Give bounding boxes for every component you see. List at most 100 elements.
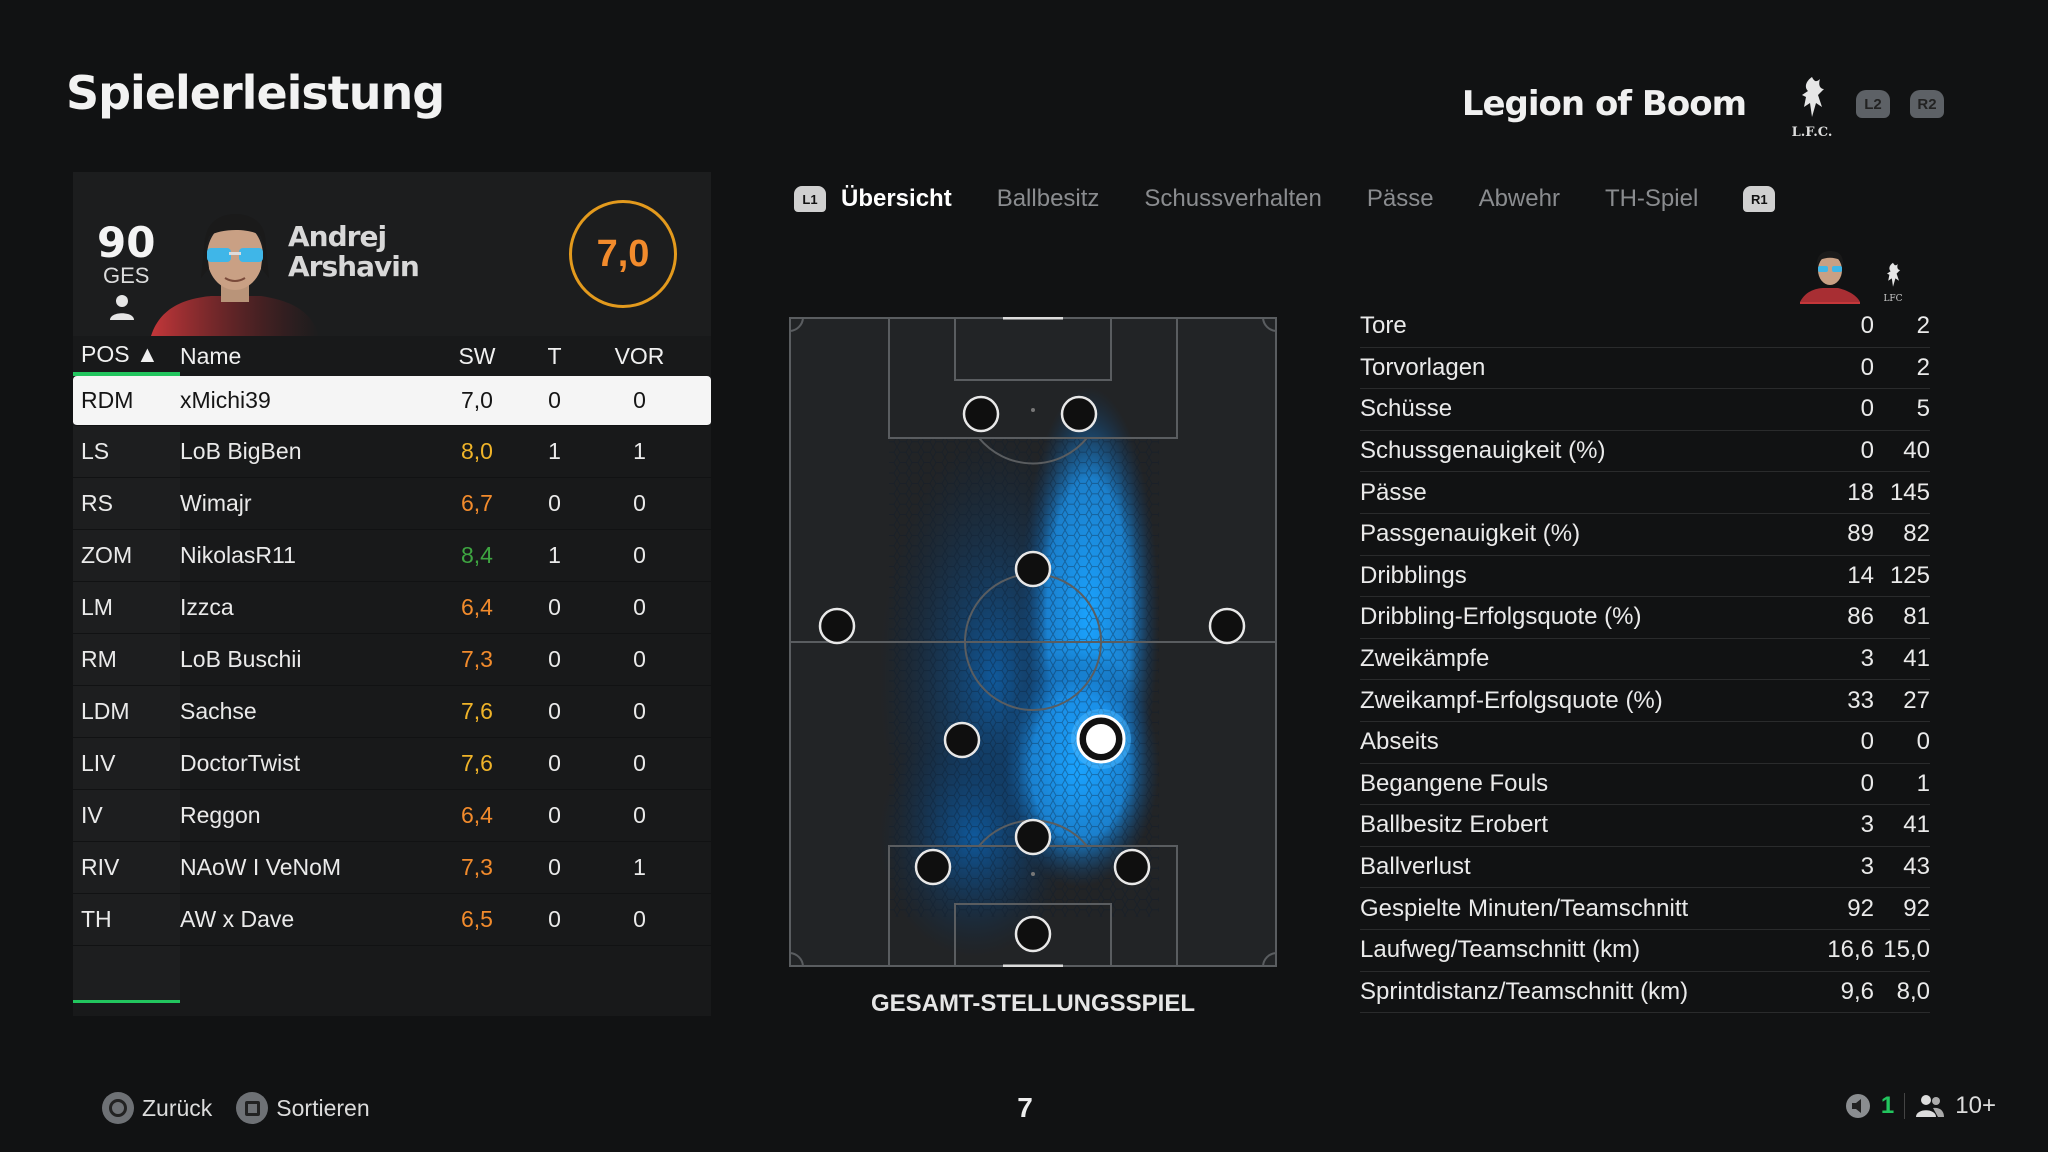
tab-uebersicht[interactable]: Übersicht: [841, 185, 952, 212]
row-goals: 0: [548, 906, 561, 932]
player-first-name: Andrej: [288, 220, 387, 253]
row-goals: 0: [548, 802, 561, 828]
stat-row: Ballbesitz Erobert 3 41: [1360, 805, 1930, 847]
stat-label: Schussgenauigkeit (%): [1360, 437, 1606, 465]
tab-paesse[interactable]: Pässe: [1366, 185, 1434, 212]
stat-row: Schussgenauigkeit (%) 0 40: [1360, 431, 1930, 473]
table-row[interactable]: IV Reggon 6,4 0 0: [73, 790, 711, 842]
table-row[interactable]: LDM Sachse 7,6 0 0: [73, 686, 711, 738]
table-row[interactable]: ZOM NikolasR11 8,4 1 0: [73, 530, 711, 582]
tab-ballbesitz[interactable]: Ballbesitz: [996, 185, 1100, 212]
row-assists: 0: [633, 698, 646, 724]
stat-player-value: 0: [1860, 437, 1874, 465]
row-goals: 1: [548, 438, 561, 464]
stat-row: Gespielte Minuten/Teamschnitt 92 92: [1360, 888, 1930, 930]
stat-label: Zweikämpfe: [1360, 645, 1490, 673]
stat-label: Tore: [1360, 312, 1407, 340]
stat-row: Abseits 0 0: [1360, 722, 1930, 764]
circle-button-icon: [102, 1092, 134, 1124]
table-row[interactable]: LIV DoctorTwist 7,6 0 0: [73, 738, 711, 790]
marker-rm: [1208, 607, 1246, 645]
player-name: Andrej Arshavin: [288, 220, 420, 283]
team-crest-small-icon: LFC: [1878, 252, 1908, 304]
row-goals: 0: [548, 490, 561, 516]
stat-team-value: 8,0: [1896, 977, 1930, 1005]
stat-player-value: 0: [1860, 728, 1874, 756]
row-pos: RDM: [81, 387, 134, 413]
stat-player-value: 0: [1860, 353, 1874, 381]
stats-table: Tore 0 2 Torvorlagen 0 2 Schüsse 0 5 Schussgenaui…: [1360, 306, 1930, 1014]
tab-schussverhalten[interactable]: Schussverhalten: [1144, 185, 1322, 212]
stat-player-value: 3: [1860, 645, 1874, 673]
stat-team-value: 15,0: [1883, 936, 1930, 964]
marker-liv: [914, 848, 952, 886]
row-assists: 0: [633, 542, 646, 568]
stat-team-value: 40: [1903, 437, 1930, 465]
tab-th-spiel[interactable]: TH-Spiel: [1604, 185, 1699, 212]
row-assists: 0: [633, 490, 646, 516]
stat-team-value: 125: [1889, 561, 1930, 589]
stats-tabs: L1 Übersicht Ballbesitz Schussverhalten …: [794, 178, 1776, 220]
table-row[interactable]: RM LoB Buschii 7,3 0 0: [73, 634, 711, 686]
row-assists: 0: [633, 750, 646, 776]
table-row[interactable]: RIV NAoW I VeNoM 7,3 0 1: [73, 842, 711, 894]
stat-row: Begangene Fouls 0 1: [1360, 764, 1930, 806]
row-rating: 7,6: [461, 698, 493, 724]
player-rows: RDM xMichi39 7,0 0 0 LS LoB BigBen 8,0 1 1 RS Wimaj…: [73, 376, 711, 946]
stat-row: Schüsse 0 5: [1360, 389, 1930, 431]
stat-label: Pässe: [1360, 478, 1427, 506]
l1-button[interactable]: L1: [794, 186, 826, 212]
table-row[interactable]: LM Izzca 6,4 0 0: [73, 582, 711, 634]
row-pos: TH: [73, 894, 180, 945]
name-header[interactable]: Name: [180, 342, 242, 369]
stat-label: Dribblings: [1360, 561, 1467, 589]
stat-player-value: 92: [1847, 894, 1874, 922]
stat-row: Dribbling-Erfolgsquote (%) 86 81: [1360, 597, 1930, 639]
stat-team-value: 41: [1903, 811, 1930, 839]
row-rating: 7,6: [461, 750, 493, 776]
row-rating: 7,3: [461, 854, 493, 880]
player-last-name: Arshavin: [288, 250, 420, 283]
stat-team-value: 5: [1916, 395, 1930, 423]
vor-header[interactable]: VOR: [614, 342, 665, 369]
row-rating: 6,7: [461, 490, 493, 516]
stat-row: Sprintdistanz/Teamschnitt (km) 9,6 8,0: [1360, 972, 1930, 1014]
row-name: xMichi39: [180, 387, 271, 413]
stat-label: Zweikampf-Erfolgsquote (%): [1360, 686, 1663, 714]
table-row[interactable]: RS Wimajr 6,7 0 0: [73, 478, 711, 530]
match-rating: 7,0: [569, 200, 677, 308]
r1-button[interactable]: R1: [1743, 186, 1776, 212]
stat-label: Laufweg/Teamschnitt (km): [1360, 936, 1641, 964]
stat-player-value: 33: [1847, 686, 1874, 714]
l2-button[interactable]: L2: [1856, 90, 1890, 118]
back-button[interactable]: Zurück: [102, 1092, 212, 1124]
row-goals: 1: [548, 542, 561, 568]
stat-player-value: 14: [1847, 561, 1874, 589]
r2-button[interactable]: R2: [1910, 90, 1944, 118]
row-rating: 8,0: [461, 438, 493, 464]
row-name: Wimajr: [180, 490, 252, 516]
footer-status: 1 10+: [1845, 1092, 1996, 1120]
marker-riv: [1113, 848, 1151, 886]
table-filler: [73, 946, 711, 1003]
table-row[interactable]: RDM xMichi39 7,0 0 0: [73, 376, 711, 426]
tab-abwehr[interactable]: Abwehr: [1478, 185, 1560, 212]
row-assists: 1: [633, 438, 646, 464]
back-label: Zurück: [142, 1094, 213, 1121]
liverbird-crest-icon: L.F.C.: [1788, 68, 1836, 140]
row-goals: 0: [548, 750, 561, 776]
stat-player-value: 89: [1847, 520, 1874, 548]
table-row[interactable]: TH AW x Dave 6,5 0 0: [73, 894, 711, 946]
marker-zom: [1014, 550, 1052, 588]
stat-label: Sprintdistanz/Teamschnitt (km): [1360, 977, 1689, 1005]
sw-header[interactable]: SW: [458, 342, 496, 369]
marker-iv: [1014, 818, 1052, 856]
sort-button[interactable]: Sortieren: [236, 1092, 370, 1124]
row-pos: IV: [73, 790, 180, 841]
stat-label: Torvorlagen: [1360, 353, 1486, 381]
t-header[interactable]: T: [547, 342, 562, 369]
table-row[interactable]: LS LoB BigBen 8,0 1 1: [73, 426, 711, 478]
stat-team-value: 82: [1903, 520, 1930, 548]
sort-pos-header[interactable]: POS ▲: [73, 336, 180, 376]
stat-label: Schüsse: [1360, 395, 1453, 423]
